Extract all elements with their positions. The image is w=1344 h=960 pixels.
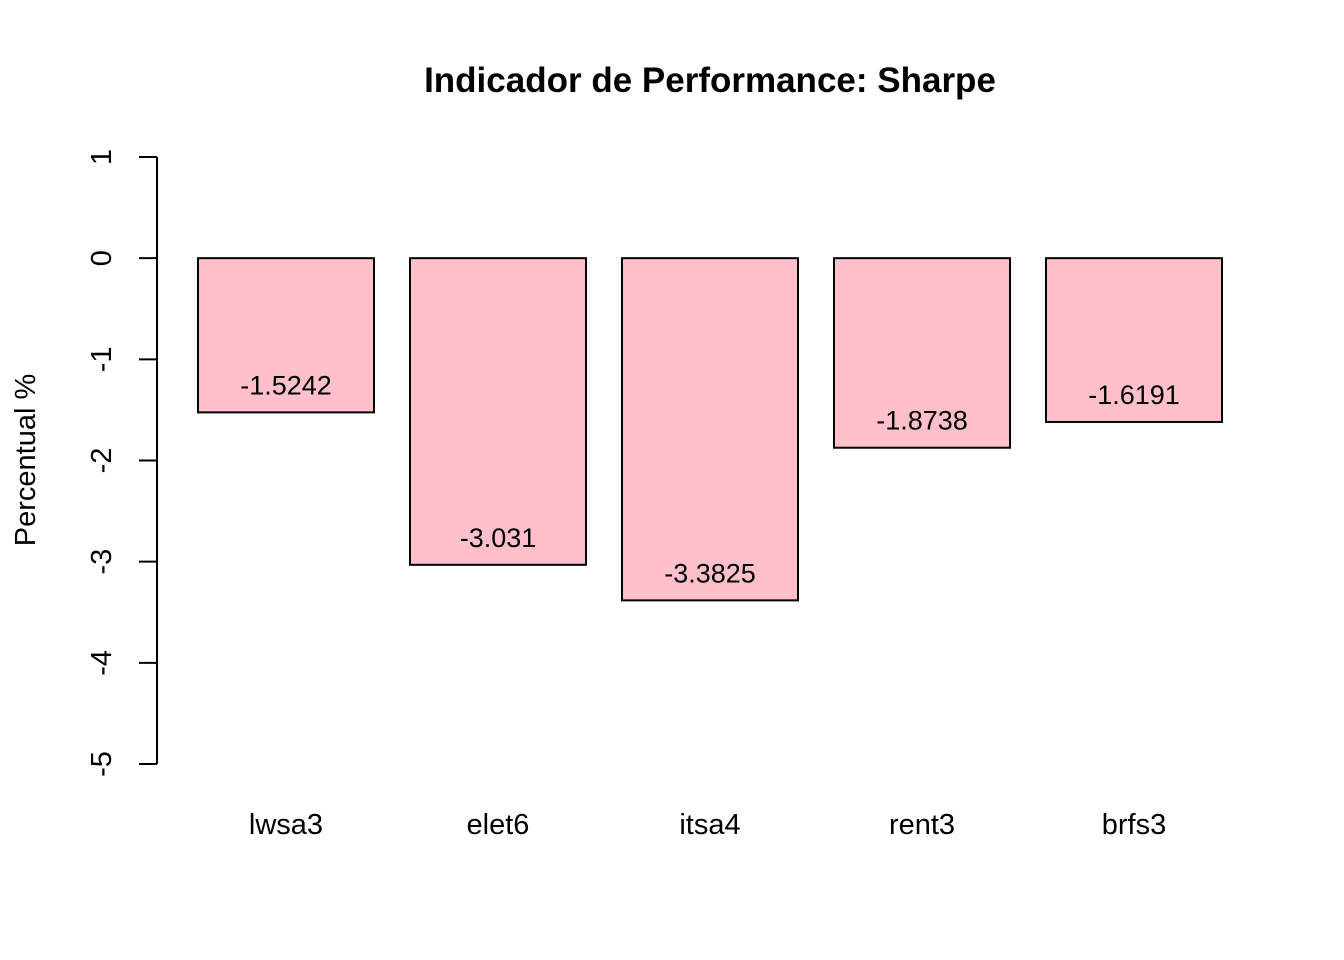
category-label-rent3: rent3: [889, 809, 955, 841]
category-label-itsa4: itsa4: [679, 809, 740, 841]
y-tick-label: -5: [86, 751, 118, 777]
category-label-brfs3: brfs3: [1102, 809, 1166, 841]
bar-brfs3: [1045, 257, 1223, 423]
y-axis-label: Percentual %: [10, 374, 42, 547]
y-tick-label: 1: [86, 149, 118, 165]
data-label-elet6: -3.031: [460, 523, 537, 553]
category-label-lwsa3: lwsa3: [249, 809, 323, 841]
bars-group: -1.5242 -3.031 -3.3825 -1.8738 -1.6191: [197, 257, 1223, 602]
y-tick-label: -2: [86, 448, 118, 474]
data-label-itsa4: -3.3825: [664, 558, 756, 588]
y-tick-label: -1: [86, 346, 118, 372]
chart-title: Indicador de Performance: Sharpe: [424, 61, 996, 100]
bar-itsa4: [621, 257, 799, 602]
bar-elet6: [409, 257, 587, 566]
y-tick-label: -4: [86, 650, 118, 676]
data-label-lwsa3: -1.5242: [240, 370, 332, 400]
y-tick-label: 0: [86, 250, 118, 266]
data-label-rent3: -1.8738: [876, 406, 968, 436]
category-label-elet6: elet6: [467, 809, 530, 841]
bar-lwsa3: [197, 257, 375, 414]
bar-rent3: [833, 257, 1011, 449]
y-tick-label: -3: [86, 549, 118, 575]
x-axis-labels: lwsa3 elet6 itsa4 rent3 brfs3: [249, 809, 1166, 841]
y-axis: 1 0 -1 -2 -3 -4 -5: [86, 149, 158, 777]
data-label-brfs3: -1.6191: [1088, 380, 1180, 410]
